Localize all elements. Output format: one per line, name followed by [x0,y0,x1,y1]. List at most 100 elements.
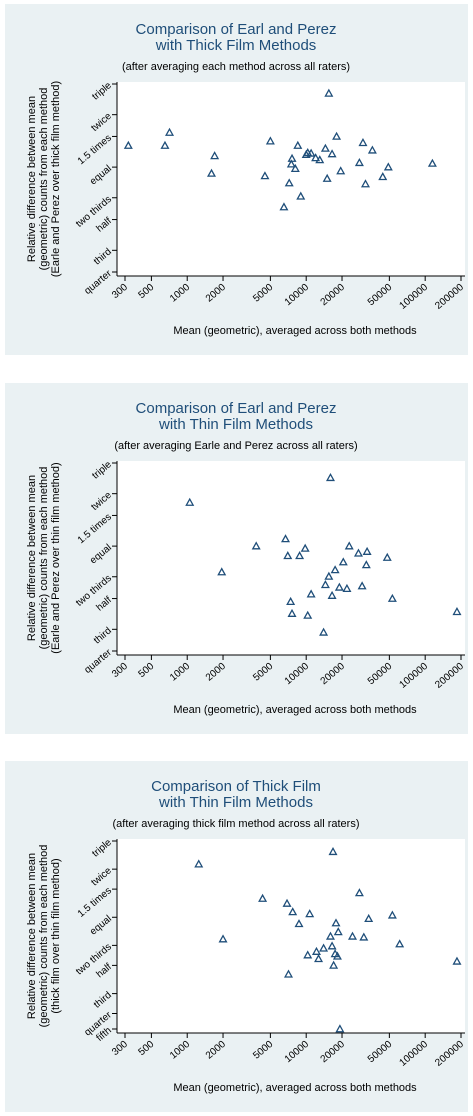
data-point [378,172,388,181]
data-point [218,934,228,943]
data-point [361,560,371,569]
y-axis-label: Relative difference between mean (geometr… [26,462,62,653]
x-tick-label: 20000 [319,661,348,688]
data-point [217,567,227,576]
y-tick-label: equal [88,163,114,187]
data-point [210,151,220,160]
data-point [327,590,337,599]
data-point [452,956,462,965]
data-point [362,546,372,555]
data-point [280,534,291,543]
data-point [335,1024,345,1033]
chart-subtitle: (after averaging thick film method acros… [113,818,360,830]
data-point [336,166,346,175]
y-axis-label-line: (Earle and Perez over thick film method) [50,81,62,277]
y-axis-label-line: (Earle and Perez over thin film method) [50,462,62,653]
data-point [332,131,342,140]
chart-panel-2: Comparison of Earl and Perez with Thin Fi… [5,383,468,734]
data-point [359,932,369,941]
data-point [160,140,170,149]
x-tick-label: 500 [136,661,156,680]
plot-area [117,82,465,276]
chart-panel-3: Comparison of Thick Film with Thin Film M… [5,761,468,1112]
data-point [347,931,358,940]
x-tick-label: 100000 [397,661,430,691]
x-tick-label: 50000 [366,1039,395,1066]
x-tick-label: 50000 [366,282,395,309]
x-tick-label: 10000 [283,1039,312,1066]
y-axis-label-line: (thick film over thin film method) [50,858,62,1013]
data-point [328,847,338,856]
x-tick-label: 300 [110,282,130,301]
data-point [382,552,392,561]
data-point [306,148,316,157]
x-tick-label: 100000 [397,1039,430,1069]
data-point [185,497,195,506]
x-tick-label: 20000 [319,1039,348,1066]
data-point [206,168,217,177]
data-point [330,565,340,574]
data-point [387,593,397,602]
x-tick-label: 10000 [283,282,312,309]
x-axis-label: Mean (geometric), averaged across both m… [173,325,417,337]
data-point [319,627,329,636]
data-point [331,918,341,927]
chart-subtitle: (after averaging Earle and Perez across … [114,440,357,452]
data-point [452,607,462,616]
y-tick-label: twice [89,111,114,134]
data-point [322,173,332,182]
y-axis-label-line: Relative difference between mean [26,96,38,262]
data-point [303,610,313,619]
data-point [324,571,334,580]
data-point [383,162,393,171]
data-point [353,548,363,557]
data-point [311,153,321,162]
y-tick-label: half [94,595,114,614]
chart-title-line2: with Thin Film Methods [158,794,313,811]
data-point [284,178,294,187]
data-point [334,582,344,591]
data-point [354,888,364,897]
y-tick-label: third [92,625,114,646]
y-tick-label: twice [89,865,114,888]
x-tick-label: 5000 [251,661,275,684]
data-point [325,472,335,482]
y-tick-label: half [94,961,114,980]
data-point [282,898,292,907]
y-tick-label: equal [88,913,114,937]
x-tick-label: 5000 [251,282,275,305]
data-point [342,583,352,593]
data-point [358,138,368,147]
y-tick-label: triple [90,80,114,103]
data-point [344,541,354,550]
data-point [311,946,321,955]
data-point [320,580,330,589]
y-axis-label: Relative difference between mean (geometr… [26,81,62,277]
chart-title: Comparison of Earl and Perez [136,400,337,417]
data-point [333,927,343,936]
x-tick-label: 5000 [251,1039,275,1062]
y-tick-label: third [92,990,114,1011]
data-point [296,191,306,200]
y-axis-label-line: (geometric) counts from each method [38,845,50,1028]
data-point [294,919,304,928]
y-tick-label: equal [88,542,114,566]
data-point [306,589,316,598]
data-point [165,127,175,136]
data-point [354,157,364,167]
x-tick-label: 2000 [204,1039,228,1062]
data-point [325,931,335,940]
data-point [327,149,337,158]
data-point [357,581,367,590]
x-tick-label: 300 [110,1039,130,1058]
data-point [360,179,370,188]
x-tick-label: 100000 [397,282,430,312]
data-point [329,960,339,969]
data-point [287,153,297,162]
data-point [332,951,342,960]
data-point [327,941,337,950]
y-tick-label: twice [89,490,114,513]
